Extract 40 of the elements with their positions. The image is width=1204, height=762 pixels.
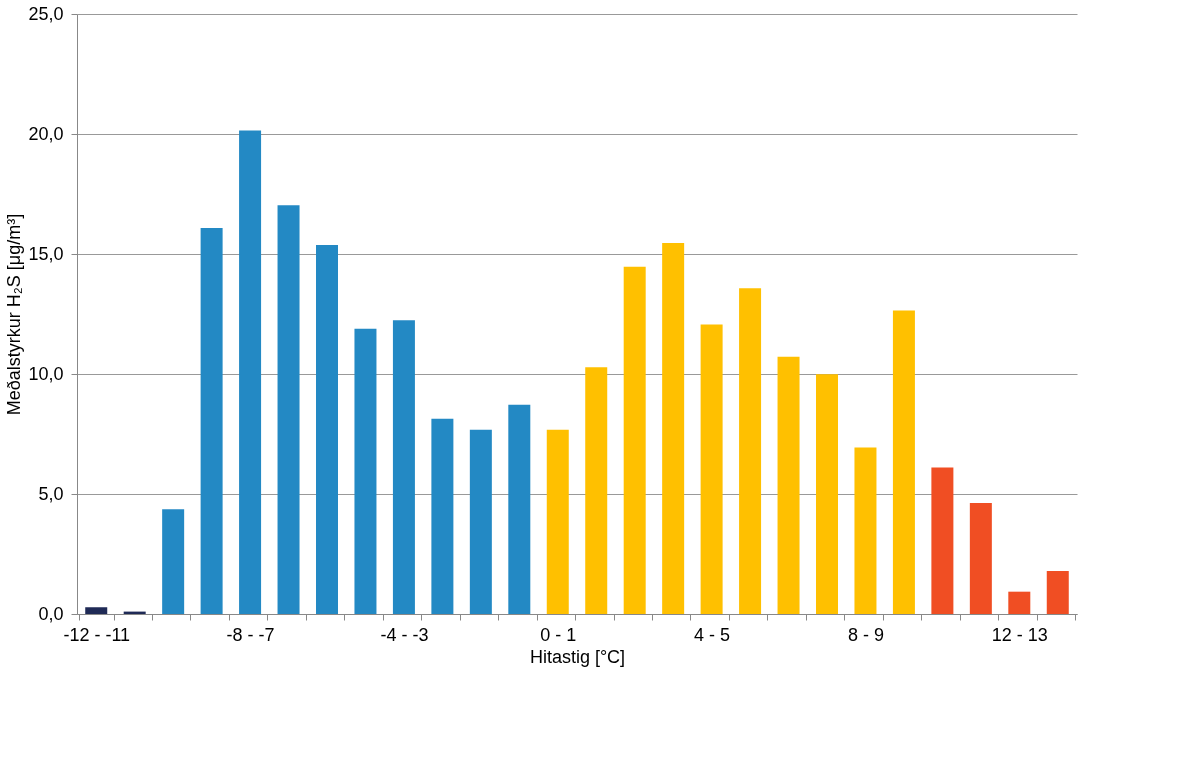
bar xyxy=(85,607,108,614)
x-tick-label: 12 - 13 xyxy=(991,624,1048,645)
bar xyxy=(1008,591,1031,614)
x-tick-label: -12 - -11 xyxy=(63,624,131,645)
x-tick-label: 8 - 9 xyxy=(847,624,884,645)
y-tick-label: 25,0 xyxy=(28,3,64,24)
bar xyxy=(546,429,569,614)
x-tick-label: 4 - 5 xyxy=(694,624,731,645)
bar xyxy=(392,320,415,614)
bar xyxy=(700,324,723,614)
bar xyxy=(431,418,454,614)
bar xyxy=(739,288,762,614)
bar xyxy=(162,509,185,614)
bar xyxy=(585,367,608,614)
bar xyxy=(662,242,685,614)
bar xyxy=(892,310,915,614)
x-tick-label: -8 - -7 xyxy=(226,624,275,645)
bar xyxy=(816,374,838,614)
y-tick-label: 0,0 xyxy=(38,603,64,624)
y-tick-label: 20,0 xyxy=(28,123,64,144)
bar xyxy=(777,356,800,614)
x-axis-title: Hitastig [°C] xyxy=(529,646,626,667)
bar xyxy=(854,447,877,614)
y-tick-label: 5,0 xyxy=(38,483,64,504)
bar xyxy=(969,502,992,614)
bar xyxy=(623,266,646,614)
bar xyxy=(239,130,262,614)
bar xyxy=(508,404,531,614)
x-tick-label: 0 - 1 xyxy=(540,624,577,645)
y-tick-label: 15,0 xyxy=(28,243,64,264)
bar xyxy=(1046,571,1069,614)
bar xyxy=(316,244,338,614)
x-tick-label: -4 - -3 xyxy=(380,624,429,645)
bar xyxy=(354,328,377,614)
y-tick-label: 10,0 xyxy=(28,363,64,384)
bar xyxy=(277,205,300,614)
bar xyxy=(469,429,492,614)
y-axis-title: Meðalstyrkur H₂S [μg/m³] xyxy=(4,213,25,416)
bar xyxy=(931,467,954,614)
bar xyxy=(200,228,223,614)
